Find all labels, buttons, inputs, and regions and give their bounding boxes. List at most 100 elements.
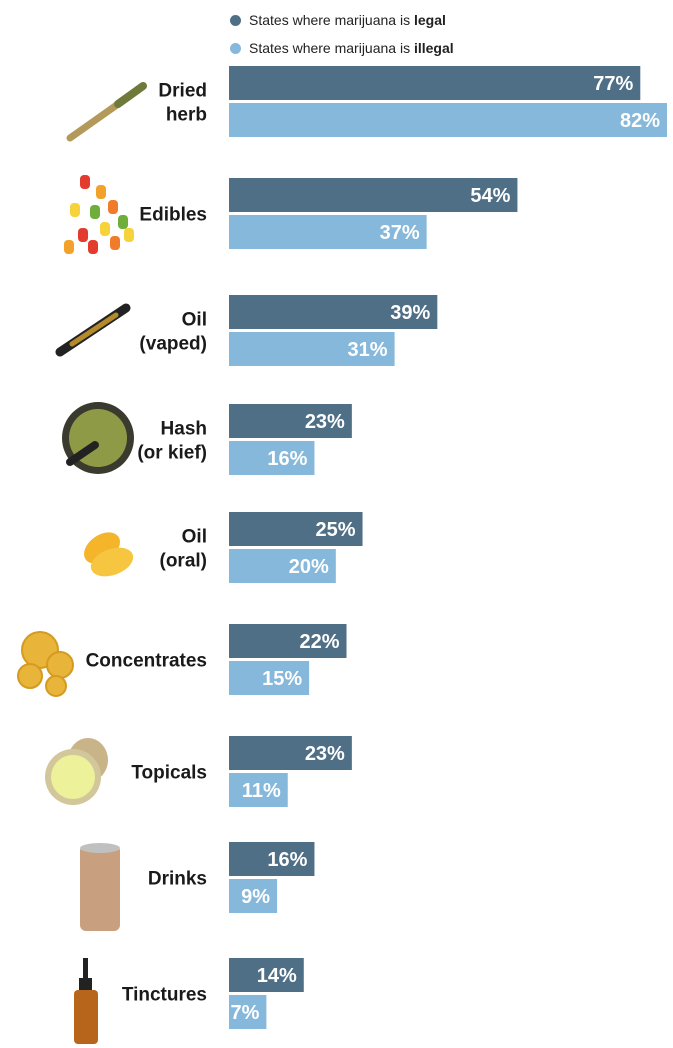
category-label: Topicals <box>131 763 207 784</box>
data-label-illegal: 11% <box>242 780 281 802</box>
bar-legal <box>229 624 347 658</box>
bar-illegal <box>229 103 667 137</box>
category-group: 25% 20% Oil (oral) <box>160 512 363 583</box>
data-label-illegal: 9% <box>241 886 270 908</box>
legend-swatch-legal <box>230 14 241 26</box>
bar-legal <box>229 736 352 770</box>
gummy-bear <box>80 175 90 189</box>
category-group: 16% 9% Drinks <box>148 842 315 913</box>
data-label-legal: 14% <box>257 965 297 987</box>
category-label-line: herb <box>166 105 207 126</box>
joint-tip <box>114 82 147 108</box>
bar-illegal <box>229 549 336 583</box>
category-group: 22% 15% Concentrates <box>86 624 347 695</box>
gummy-bear <box>118 215 128 229</box>
grinder-tool <box>66 441 99 466</box>
data-label-illegal: 15% <box>262 668 302 690</box>
legend-label-legal: States where marijuana is legal <box>249 12 446 28</box>
category-label-line: Oil <box>182 527 207 548</box>
legend-label-illegal: States where marijuana is illegal <box>249 40 454 56</box>
data-label-legal: 77% <box>593 73 633 95</box>
data-label-legal: 39% <box>390 302 430 324</box>
category-label-line: Concentrates <box>86 651 207 672</box>
nugget <box>45 675 67 697</box>
category-label-line: Topicals <box>131 763 207 784</box>
category-label-line: (or kief) <box>137 443 207 464</box>
legend-item-illegal: States where marijuana is illegal <box>230 34 454 62</box>
data-label-illegal: 16% <box>267 448 307 470</box>
nugget <box>17 663 43 689</box>
bottle-body <box>74 990 98 1044</box>
category-label-line: (oral) <box>160 551 208 572</box>
bar-legal <box>229 842 315 876</box>
bars: 77% 82% Dried herb 54% 37% Edibles 39%31% Oil (va… <box>86 66 667 1029</box>
topical-jar-icon <box>45 738 108 805</box>
category-label-line: Hash <box>161 419 207 440</box>
bar-illegal <box>229 995 267 1029</box>
gummy-bear <box>64 240 74 254</box>
category-label-line: Edibles <box>139 205 207 226</box>
can-body <box>80 845 120 931</box>
data-label-illegal: 20% <box>289 556 329 578</box>
bar-illegal <box>229 332 395 366</box>
gummy-bear <box>90 205 100 219</box>
bar-illegal <box>229 215 427 249</box>
bar-legal <box>229 512 363 546</box>
category-label: Hash (or kief) <box>137 419 207 464</box>
legend-swatch-illegal <box>230 42 241 54</box>
legend: States where marijuana is legal States w… <box>230 6 454 62</box>
category-group: 23% 11% Topicals <box>131 736 352 807</box>
data-label-illegal: 82% <box>620 110 660 132</box>
gummy-bear <box>78 228 88 242</box>
category-label: Oil (vaped) <box>139 310 207 355</box>
category-label: Edibles <box>139 205 207 226</box>
bar-illegal <box>229 879 278 913</box>
data-label-legal: 22% <box>299 631 339 653</box>
gummy-bear <box>108 200 118 214</box>
legend-item-legal: States where marijuana is legal <box>230 6 454 34</box>
category-group: 14% 7% Tinctures <box>122 958 304 1029</box>
hash-grinder-icon <box>62 402 134 474</box>
bar-legal <box>229 66 641 100</box>
category-group: 77% 82% Dried herb <box>158 66 667 137</box>
drink-can-icon <box>80 843 120 931</box>
gummy-bear <box>88 240 98 254</box>
category-label: Drinks <box>148 869 207 890</box>
data-label-illegal: 37% <box>380 222 420 244</box>
bar-illegal <box>229 441 315 475</box>
gummy-bear <box>96 185 106 199</box>
capsule <box>90 547 134 577</box>
joint-icon <box>66 82 147 142</box>
can-top <box>80 843 120 853</box>
concentrate-nugget-icon <box>17 631 74 697</box>
oil-capsule-icon <box>83 532 134 577</box>
data-label-legal: 54% <box>470 185 510 207</box>
gummy-bear <box>110 236 120 250</box>
category-label: Dried herb <box>158 81 207 126</box>
gummy-bear <box>70 203 80 217</box>
data-label-legal: 25% <box>316 519 356 541</box>
bar-legal <box>229 404 352 438</box>
category-group: 23% 16% Hash (or kief) <box>137 404 352 475</box>
category-label: Tinctures <box>122 985 207 1006</box>
tincture-bottle-icon <box>74 958 98 1044</box>
data-label-illegal: 31% <box>348 339 388 361</box>
dropper-cap <box>79 978 92 990</box>
cartridge-oil <box>69 312 119 347</box>
category-group: 39%31% Oil (vaped) <box>139 295 438 366</box>
vape-cartridge-icon <box>55 303 131 357</box>
bar-legal <box>229 178 518 212</box>
gummy-bears-icon <box>64 175 134 254</box>
gummy-bear <box>100 222 110 236</box>
category-group: 54% 37% Edibles <box>139 178 518 249</box>
category-label-line: Oil <box>182 310 207 331</box>
dropper-bulb <box>83 958 88 980</box>
category-label-line: Tinctures <box>122 985 207 1006</box>
data-label-legal: 23% <box>305 411 345 433</box>
bar-legal <box>229 958 304 992</box>
category-label: Oil (oral) <box>160 527 208 572</box>
data-label-legal: 16% <box>267 849 307 871</box>
category-label-line: Drinks <box>148 869 207 890</box>
jar-cream <box>51 755 95 799</box>
